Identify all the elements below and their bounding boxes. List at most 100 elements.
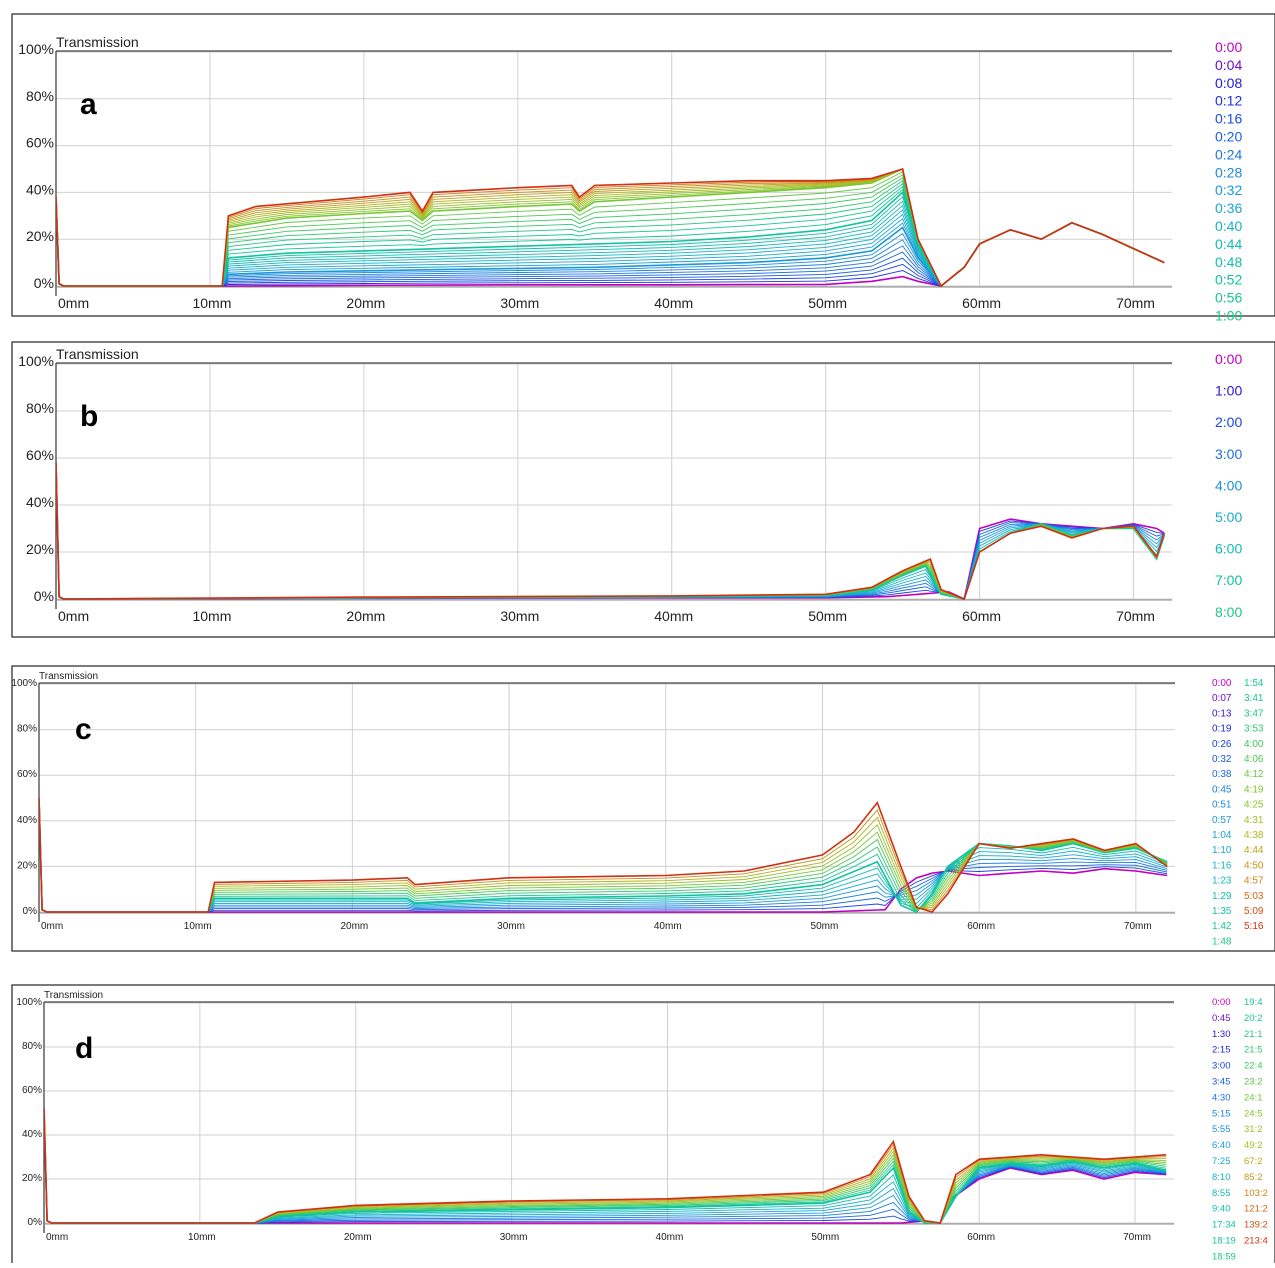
legend-entry: 5:16	[1244, 921, 1264, 932]
legend-entry: 4:06	[1244, 754, 1264, 765]
legend-entry: 5:15	[1212, 1108, 1231, 1119]
panel-letter: a	[80, 88, 97, 121]
legend-entry: 0:08	[1215, 75, 1242, 91]
x-tick-label: 10mm	[192, 608, 231, 624]
x-tick-label: 70mm	[1124, 921, 1152, 932]
legend-entry: 1:42	[1212, 921, 1232, 932]
panel-frame	[11, 984, 1275, 1266]
legend-entry: 0:44	[1215, 236, 1242, 252]
legend-entry: 0:56	[1215, 290, 1242, 306]
legend-entry: 0:19	[1212, 724, 1232, 735]
legend-entry: 0:13	[1212, 708, 1232, 719]
panel-c: Transmission 0% 20% 40% 60% 80% 100% 0mm 10mm 20m…	[11, 665, 1275, 952]
y-tick-label: 40%	[22, 1129, 42, 1140]
legend-entry: 0:36	[1215, 200, 1242, 216]
x-tick-label: 70mm	[1116, 295, 1155, 311]
legend-entry: 1:29	[1212, 891, 1232, 902]
x-tick-label: 40mm	[654, 608, 693, 624]
legend-entry: 4:19	[1244, 784, 1264, 795]
x-tick-label: 30mm	[497, 921, 525, 932]
series-line-interpolated	[44, 1108, 1167, 1224]
legend-entry: 31:2	[1244, 1124, 1263, 1135]
legend-entry: 8:00	[1215, 604, 1242, 620]
x-tick-label: 60mm	[962, 295, 1001, 311]
x-tick-label: 50mm	[808, 295, 847, 311]
x-tick-label: 50mm	[811, 1232, 839, 1243]
legend-entry: 139:2	[1244, 1220, 1268, 1231]
legend-entry: 5:03	[1244, 891, 1264, 902]
series-line-interpolated	[44, 1108, 1167, 1224]
x-tick-label: 60mm	[967, 1232, 995, 1243]
legend-entry: 8:55	[1212, 1188, 1231, 1199]
legend-entry: 4:44	[1244, 845, 1264, 856]
y-tick-label: 0%	[23, 906, 38, 917]
y-tick-label: 100%	[11, 678, 37, 689]
legend-entry: 1:00	[1215, 383, 1242, 399]
y-tick-label: 0%	[34, 588, 54, 604]
series-line-interpolated	[39, 797, 1168, 913]
panel-b: Transmission 0% 20% 40% 60% 80% 100% 0mm 10mm 20m…	[11, 341, 1275, 638]
legend-entry: 7:25	[1212, 1156, 1231, 1167]
series-group	[44, 1108, 1167, 1224]
legend-entry: 0:20	[1215, 129, 1242, 145]
legend-entry: 4:57	[1244, 876, 1264, 887]
y-tick-label: 40%	[17, 815, 37, 826]
series-line-interpolated	[39, 797, 1168, 913]
x-tick-label: 60mm	[962, 608, 1001, 624]
legend-entry: 121:2	[1244, 1204, 1268, 1215]
legend-entry: 6:40	[1212, 1140, 1231, 1151]
legend-entry: 18:19	[1212, 1236, 1236, 1247]
legend-entry: 19:4	[1244, 997, 1263, 1008]
y-tick-label: 40%	[26, 494, 54, 510]
x-tick-label: 20mm	[340, 921, 368, 932]
series-line-213:4	[44, 1108, 1167, 1224]
series-line-interpolated	[39, 797, 1168, 913]
series-line-1:10	[39, 797, 1168, 913]
legend-entry: 20:2	[1244, 1013, 1263, 1024]
legend-entry: 0:07	[1212, 693, 1232, 704]
panel-letter: d	[75, 1032, 93, 1065]
y-tick-label: 60%	[26, 447, 54, 463]
x-tick-label: 0mm	[58, 608, 89, 624]
series-line-1:00	[56, 167, 1165, 288]
x-tick-label: 10mm	[184, 921, 212, 932]
legend-entry: 1:16	[1212, 860, 1232, 871]
legend-entry: 23:2	[1244, 1077, 1263, 1088]
legend-entry: 103:2	[1244, 1188, 1268, 1199]
x-tick-label: 60mm	[967, 921, 995, 932]
series-line-interpolated	[39, 797, 1168, 913]
legend-entry: 1:00	[1215, 308, 1242, 324]
legend-entry: 0:48	[1215, 254, 1242, 270]
legend-entry: 3:00	[1212, 1061, 1231, 1072]
legend-entry: 0:32	[1215, 182, 1242, 198]
series-line-interpolated	[39, 797, 1168, 913]
legend-entry: 2:15	[1212, 1045, 1231, 1056]
legend-entry: 8:10	[1212, 1172, 1231, 1183]
y-tick-label: 20%	[26, 541, 54, 557]
legend-entry: 4:00	[1215, 477, 1242, 493]
legend-entry: 2:00	[1215, 414, 1242, 430]
series-group	[56, 167, 1165, 288]
legend-entry: 1:35	[1212, 906, 1232, 917]
x-tick-label: 30mm	[500, 1232, 528, 1243]
legend-entry: 4:00	[1244, 739, 1264, 750]
legend-entry: 4:31	[1244, 815, 1264, 826]
y-tick-label: 80%	[22, 1041, 42, 1052]
panel-a: Transmission 0% 20% 40% 60% 80% 100% 0mm 10mm 20m…	[11, 13, 1275, 324]
x-tick-label: 20mm	[346, 608, 385, 624]
legend-entry: 21:1	[1244, 1029, 1263, 1040]
series-line-interpolated	[39, 797, 1168, 913]
y-tick-label: 100%	[18, 41, 54, 57]
legend-entry: 4:50	[1244, 860, 1264, 871]
x-tick-label: 10mm	[188, 1232, 216, 1243]
legend-entry: 1:48	[1212, 936, 1232, 947]
x-tick-label: 40mm	[654, 295, 693, 311]
legend-entry: 67:2	[1244, 1156, 1263, 1167]
legend-entry: 0:45	[1212, 784, 1232, 795]
legend-entry: 4:30	[1212, 1092, 1231, 1103]
legend-entry: 1:04	[1212, 830, 1232, 841]
series-line-8:55	[44, 1108, 1167, 1224]
legend-entry: 1:23	[1212, 876, 1232, 887]
legend-entry: 7:00	[1215, 572, 1242, 588]
